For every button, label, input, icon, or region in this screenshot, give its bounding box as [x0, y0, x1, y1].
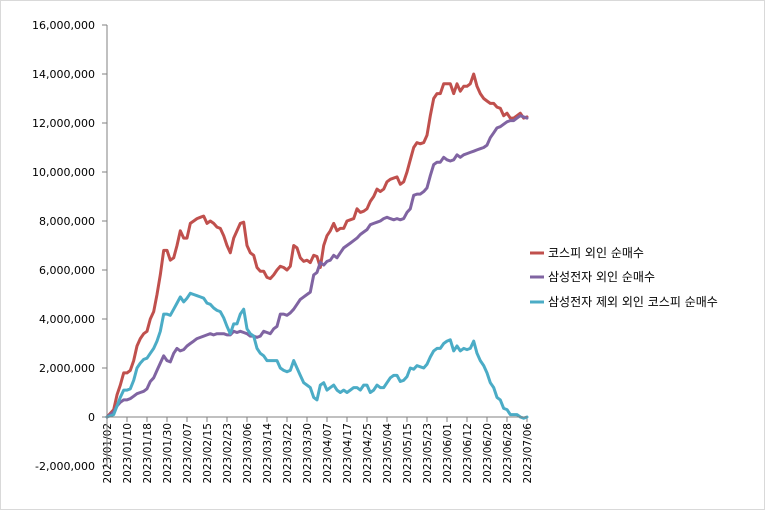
- x-tick-label: 2023/02/07: [182, 423, 194, 484]
- x-tick-label: 2023/04/25: [362, 423, 374, 484]
- x-tick-label: 2023/05/04: [382, 423, 394, 484]
- y-tick-label: 16,000,000: [32, 19, 95, 32]
- series-line-3: [105, 291, 529, 420]
- y-tick-label: 14,000,000: [32, 68, 95, 81]
- y-tick-label: 6,000,000: [39, 264, 95, 277]
- x-tick-label: 2023/01/02: [102, 423, 114, 484]
- y-tick-label: 2,000,000: [39, 362, 95, 375]
- x-tick-label: 2023/01/18: [142, 423, 154, 484]
- x-tick-label: 2023/03/14: [262, 423, 274, 484]
- x-tick-label: 2023/06/01: [442, 423, 454, 484]
- series-layer: [105, 72, 529, 420]
- x-tick-label: 2023/01/10: [122, 423, 134, 484]
- x-tick-label: 2023/07/06: [522, 423, 534, 484]
- x-tick-label: 2023/03/22: [282, 423, 294, 484]
- legend-label: 삼성전자 외인 순매수: [548, 270, 655, 284]
- x-tick-label: 2023/04/17: [342, 423, 354, 484]
- legend-label: 코스피 외인 순매수: [548, 246, 644, 260]
- y-tick-label: 10,000,000: [32, 166, 95, 179]
- x-tick-label: 2023/06/12: [462, 423, 474, 484]
- x-tick-label: 2023/06/20: [482, 423, 494, 484]
- series-line-2: [105, 114, 529, 419]
- y-tick-label: 0: [88, 411, 95, 424]
- x-tick-label: 2023/02/23: [222, 423, 234, 484]
- x-tick-label: 2023/05/23: [422, 423, 434, 484]
- x-tick-label: 2023/03/06: [242, 423, 254, 484]
- series-line-1: [105, 72, 529, 419]
- y-tick-label: 12,000,000: [32, 117, 95, 130]
- x-tick-label: 2023/01/30: [162, 423, 174, 484]
- legend-label: 삼성전자 제외 외인 코스피 순매수: [548, 295, 718, 309]
- x-axis: 2023/01/02 2023/01/10 2023/01/18 2023/01/30…: [102, 417, 534, 484]
- x-tick-label: 2023/03/30: [302, 423, 314, 484]
- x-tick-label: 2023/04/07: [322, 423, 334, 484]
- y-tick-label: 8,000,000: [39, 215, 95, 228]
- x-tick-label: 2023/02/15: [202, 423, 214, 484]
- y-axis: -2,000,000 0 2,000,000 4,000,000 6,000,000 8,…: [32, 19, 107, 473]
- y-tick-label: 4,000,000: [39, 313, 95, 326]
- x-tick-label: 2023/05/15: [402, 423, 414, 484]
- x-tick-label: 2023/06/28: [502, 423, 514, 484]
- y-tick-label: -2,000,000: [35, 460, 95, 473]
